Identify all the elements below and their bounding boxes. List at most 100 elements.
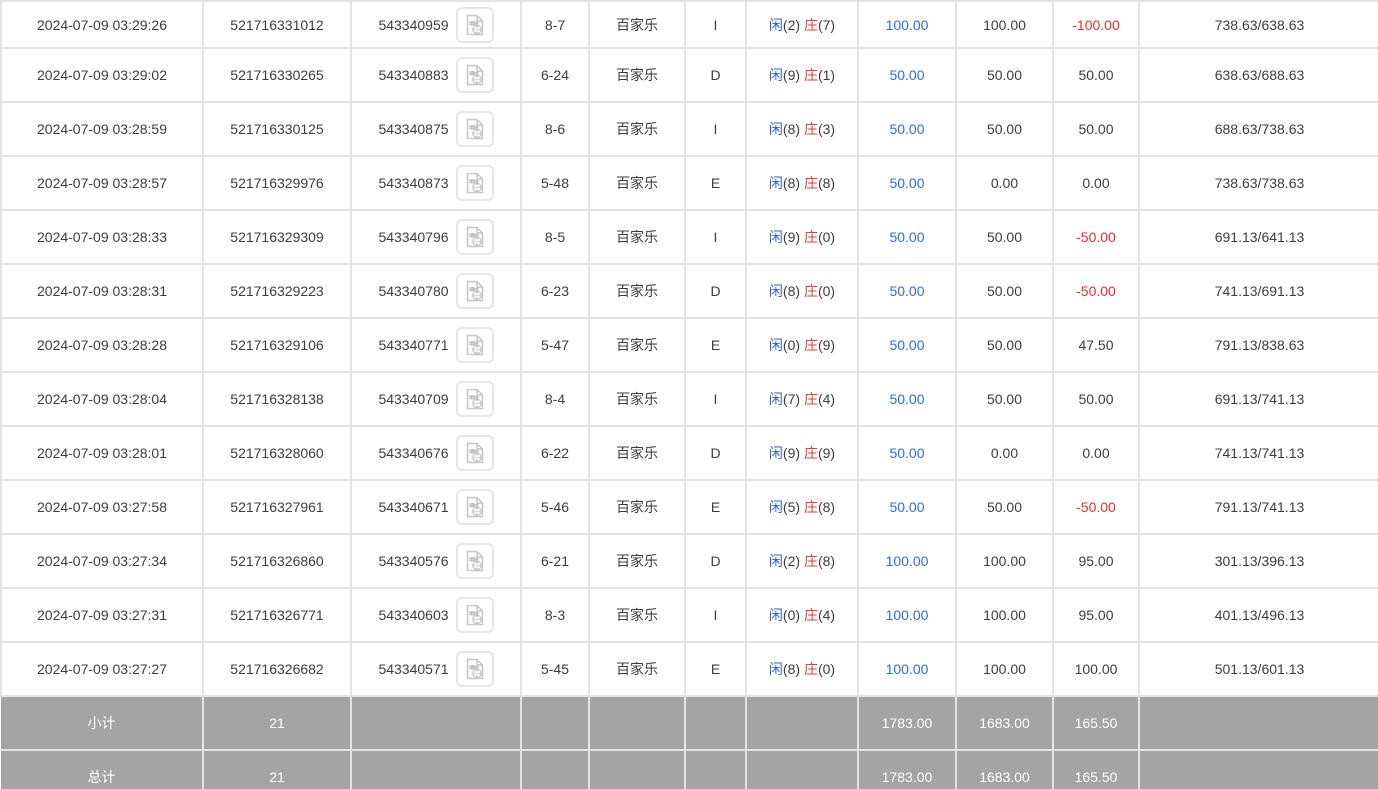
banker-label: 庄 (803, 175, 818, 191)
table-round: 8-6 (520, 101, 590, 157)
table-row: 2024-07-09 03:27:34 521716326860 5433405… (0, 533, 1378, 589)
banker-label: 庄 (803, 229, 818, 245)
total-bet-total: 1783.00 (857, 749, 957, 789)
player-count: (9) (782, 445, 801, 461)
valid-amount: 0.00 (955, 155, 1054, 211)
video-replay-button[interactable] (455, 597, 494, 633)
video-replay-button[interactable] (455, 327, 494, 363)
table-body: 2024-07-09 03:29:26 521716331012 5433409… (0, 0, 1378, 697)
table-row: 2024-07-09 03:27:27 521716326682 5433405… (0, 641, 1378, 697)
table-code: I (684, 209, 747, 265)
table-code: D (684, 47, 747, 103)
total-empty-cell (588, 749, 686, 789)
bet-amount: 100.00 (857, 0, 957, 49)
table-row: 2024-07-09 03:28:28 521716329106 5433407… (0, 317, 1378, 373)
bet-id: 521716330125 (202, 101, 352, 157)
video-file-icon (463, 117, 487, 141)
video-replay-button[interactable] (455, 543, 494, 579)
total-row: 总计 21 1783.00 1683.00 165.50 (1, 749, 1378, 789)
player-count: (7) (782, 391, 801, 407)
banker-label: 庄 (803, 16, 818, 33)
bet-time: 2024-07-09 03:27:31 (0, 587, 204, 643)
bet-amount: 50.00 (857, 101, 957, 157)
table-round: 6-24 (520, 47, 590, 103)
game-result: 闲(8) 庄(0) (745, 641, 859, 697)
total-empty-cell (745, 749, 859, 789)
win-loss: -50.00 (1052, 479, 1140, 535)
banker-label: 庄 (803, 445, 818, 461)
valid-amount: 50.00 (955, 371, 1054, 427)
banker-count: (4) (817, 391, 836, 407)
video-replay-button[interactable] (455, 381, 494, 417)
game-name: 百家乐 (588, 101, 686, 157)
player-label: 闲 (768, 229, 783, 245)
video-replay-button[interactable] (455, 489, 494, 525)
round-id: 543340959 (378, 16, 449, 33)
bet-amount: 100.00 (857, 641, 957, 697)
player-label: 闲 (768, 607, 783, 623)
video-replay-button[interactable] (455, 6, 494, 43)
banker-label: 庄 (803, 607, 818, 623)
table-round: 8-3 (520, 587, 590, 643)
video-file-icon (463, 495, 487, 519)
round-id: 543340883 (378, 67, 449, 83)
subtotal-count: 21 (202, 695, 352, 751)
bet-time: 2024-07-09 03:28:28 (0, 317, 204, 373)
player-label: 闲 (768, 661, 783, 677)
video-replay-button[interactable] (455, 57, 494, 93)
win-loss: 47.50 (1052, 317, 1140, 373)
video-file-icon (463, 333, 487, 357)
bet-amount: 50.00 (857, 47, 957, 103)
banker-count: (0) (817, 661, 836, 677)
valid-amount: 50.00 (955, 479, 1054, 535)
table-round: 8-7 (520, 0, 590, 49)
game-name: 百家乐 (588, 263, 686, 319)
table-row: 2024-07-09 03:28:59 521716330125 5433408… (0, 101, 1378, 157)
bet-amount: 50.00 (857, 155, 957, 211)
banker-label: 庄 (803, 67, 818, 83)
bet-id: 521716326682 (202, 641, 352, 697)
video-replay-button[interactable] (455, 219, 494, 255)
round-id: 543340796 (378, 229, 449, 245)
banker-count: (7) (817, 16, 836, 33)
game-name: 百家乐 (588, 0, 686, 49)
table-row: 2024-07-09 03:28:57 521716329976 5433408… (0, 155, 1378, 211)
valid-amount: 50.00 (955, 47, 1054, 103)
player-label: 闲 (768, 337, 783, 353)
balance: 501.13/601.13 (1138, 641, 1378, 697)
subtotal-empty-cell (745, 695, 859, 751)
game-name: 百家乐 (588, 533, 686, 589)
player-label: 闲 (768, 283, 783, 299)
video-file-icon (463, 279, 487, 303)
video-replay-button[interactable] (455, 165, 494, 201)
game-name: 百家乐 (588, 479, 686, 535)
balance: 738.63/638.63 (1138, 0, 1378, 49)
player-count: (0) (782, 607, 801, 623)
bet-amount: 100.00 (857, 587, 957, 643)
balance: 741.13/691.13 (1138, 263, 1378, 319)
win-loss: 50.00 (1052, 101, 1140, 157)
video-replay-button[interactable] (455, 651, 494, 687)
win-loss: 50.00 (1052, 371, 1140, 427)
table-round: 5-48 (520, 155, 590, 211)
total-empty-cell (350, 749, 522, 789)
player-count: (8) (782, 283, 801, 299)
table-code: I (684, 587, 747, 643)
total-label: 总计 (1, 749, 204, 789)
player-count: (5) (782, 499, 801, 515)
game-result: 闲(5) 庄(8) (745, 479, 859, 535)
table-round: 8-4 (520, 371, 590, 427)
video-replay-button[interactable] (455, 435, 494, 471)
game-name: 百家乐 (588, 587, 686, 643)
video-file-icon (463, 657, 487, 681)
video-replay-button[interactable] (455, 111, 494, 147)
table-code: I (684, 371, 747, 427)
total-valid-total: 1683.00 (955, 749, 1054, 789)
table-round: 5-46 (520, 479, 590, 535)
game-result: 闲(2) 庄(7) (745, 0, 859, 49)
video-replay-button[interactable] (455, 273, 494, 309)
banker-count: (0) (817, 283, 836, 299)
round-id: 543340709 (378, 391, 449, 407)
game-result: 闲(0) 庄(4) (745, 587, 859, 643)
